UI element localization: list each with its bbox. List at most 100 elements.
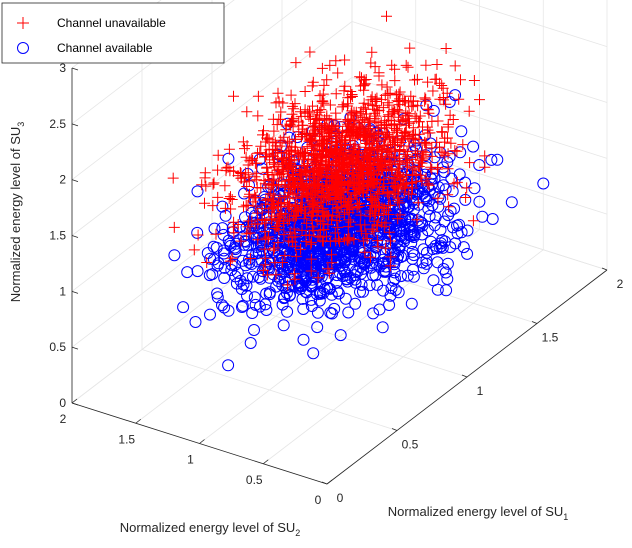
point-channel-available — [211, 291, 224, 304]
point-channel-available — [217, 244, 230, 257]
point-channel-unavailable — [339, 208, 350, 220]
point-channel-unavailable — [460, 192, 472, 203]
point-channel-available — [422, 202, 435, 215]
point-channel-unavailable — [392, 195, 404, 207]
point-channel-unavailable — [250, 192, 262, 204]
point-channel-unavailable — [317, 218, 329, 230]
point-channel-unavailable — [346, 123, 358, 135]
point-channel-unavailable — [299, 204, 311, 216]
point-channel-unavailable — [353, 201, 365, 212]
point-channel-available — [457, 241, 470, 254]
floor-grid-line — [135, 208, 416, 424]
point-channel-unavailable — [353, 172, 365, 184]
point-channel-unavailable — [239, 143, 250, 155]
point-channel-unavailable — [220, 162, 232, 174]
point-channel-unavailable — [406, 177, 418, 189]
point-channel-unavailable — [258, 175, 270, 187]
point-channel-unavailable — [309, 123, 321, 135]
point-channel-unavailable — [312, 170, 324, 182]
point-channel-unavailable — [232, 219, 244, 230]
point-channel-available — [313, 250, 326, 262]
point-channel-unavailable — [271, 164, 283, 176]
point-channel-unavailable — [352, 129, 364, 141]
y-tick — [326, 479, 333, 485]
point-channel-unavailable — [304, 107, 316, 119]
point-channel-unavailable — [261, 166, 273, 178]
point-channel-unavailable — [332, 221, 344, 233]
point-channel-unavailable — [255, 140, 267, 152]
point-channel-available — [369, 269, 382, 282]
point-channel-unavailable — [288, 268, 300, 280]
point-channel-available — [296, 292, 309, 305]
point-channel-unavailable — [356, 225, 368, 237]
point-channel-unavailable — [423, 179, 435, 191]
point-channel-unavailable — [225, 203, 237, 215]
point-channel-available — [224, 237, 236, 250]
point-channel-unavailable — [349, 178, 361, 190]
point-channel-unavailable — [443, 201, 455, 213]
point-channel-unavailable — [313, 178, 325, 190]
point-channel-unavailable — [291, 205, 303, 216]
point-channel-unavailable — [219, 180, 231, 192]
point-channel-available — [248, 291, 261, 304]
z-tick-label: 0.5 — [49, 340, 66, 354]
point-channel-unavailable — [274, 198, 286, 210]
point-channel-unavailable — [376, 146, 388, 158]
z-tick-label: 0 — [59, 396, 66, 410]
point-channel-available — [237, 278, 250, 291]
point-channel-available — [391, 235, 404, 248]
point-channel-available — [334, 329, 347, 342]
point-channel-unavailable — [422, 178, 434, 190]
x-tick-label: 1.5 — [542, 331, 559, 345]
z-tick — [71, 402, 79, 406]
point-channel-unavailable — [268, 244, 280, 256]
point-channel-available — [392, 286, 405, 299]
point-channel-available — [376, 321, 389, 334]
point-channel-unavailable — [383, 226, 395, 238]
point-channel-unavailable — [391, 123, 403, 135]
point-channel-available — [388, 233, 401, 246]
point-channel-unavailable — [284, 198, 296, 210]
point-channel-unavailable — [445, 137, 457, 149]
point-channel-unavailable — [244, 253, 256, 264]
point-channel-unavailable — [279, 250, 291, 262]
point-channel-unavailable — [237, 136, 249, 148]
point-channel-unavailable — [334, 130, 346, 142]
point-channel-unavailable — [316, 183, 328, 195]
point-channel-unavailable — [432, 115, 444, 127]
point-channel-unavailable — [382, 129, 394, 141]
point-channel-unavailable — [366, 193, 378, 204]
point-channel-unavailable — [244, 227, 256, 239]
point-channel-unavailable — [413, 128, 425, 140]
point-channel-unavailable — [371, 105, 383, 117]
point-channel-available — [243, 256, 256, 269]
point-channel-available — [191, 226, 204, 239]
point-channel-available — [385, 282, 398, 294]
point-channel-unavailable — [392, 183, 404, 195]
point-channel-unavailable — [417, 121, 428, 133]
point-channel-available — [330, 276, 343, 289]
point-channel-unavailable — [318, 97, 330, 109]
point-channel-unavailable — [355, 163, 367, 175]
point-channel-unavailable — [383, 109, 395, 121]
point-channel-unavailable — [434, 93, 446, 105]
point-channel-unavailable — [272, 87, 284, 99]
point-channel-unavailable — [464, 157, 476, 169]
point-channel-unavailable — [307, 76, 319, 88]
point-channel-unavailable — [427, 85, 439, 97]
point-channel-available — [453, 168, 466, 181]
point-channel-unavailable — [339, 138, 351, 150]
point-channel-unavailable — [324, 144, 336, 155]
point-channel-unavailable — [419, 95, 431, 107]
point-channel-unavailable — [304, 133, 316, 145]
point-channel-available — [259, 298, 272, 311]
point-channel-available — [276, 298, 289, 311]
point-channel-available — [358, 258, 371, 271]
point-channel-available — [313, 244, 326, 257]
point-channel-unavailable — [411, 214, 423, 226]
x-tick-label: 0 — [337, 491, 344, 505]
z-tick-label: 3 — [59, 61, 66, 75]
point-channel-available — [363, 279, 376, 292]
point-channel-unavailable — [474, 94, 485, 106]
point-channel-unavailable — [357, 160, 369, 172]
